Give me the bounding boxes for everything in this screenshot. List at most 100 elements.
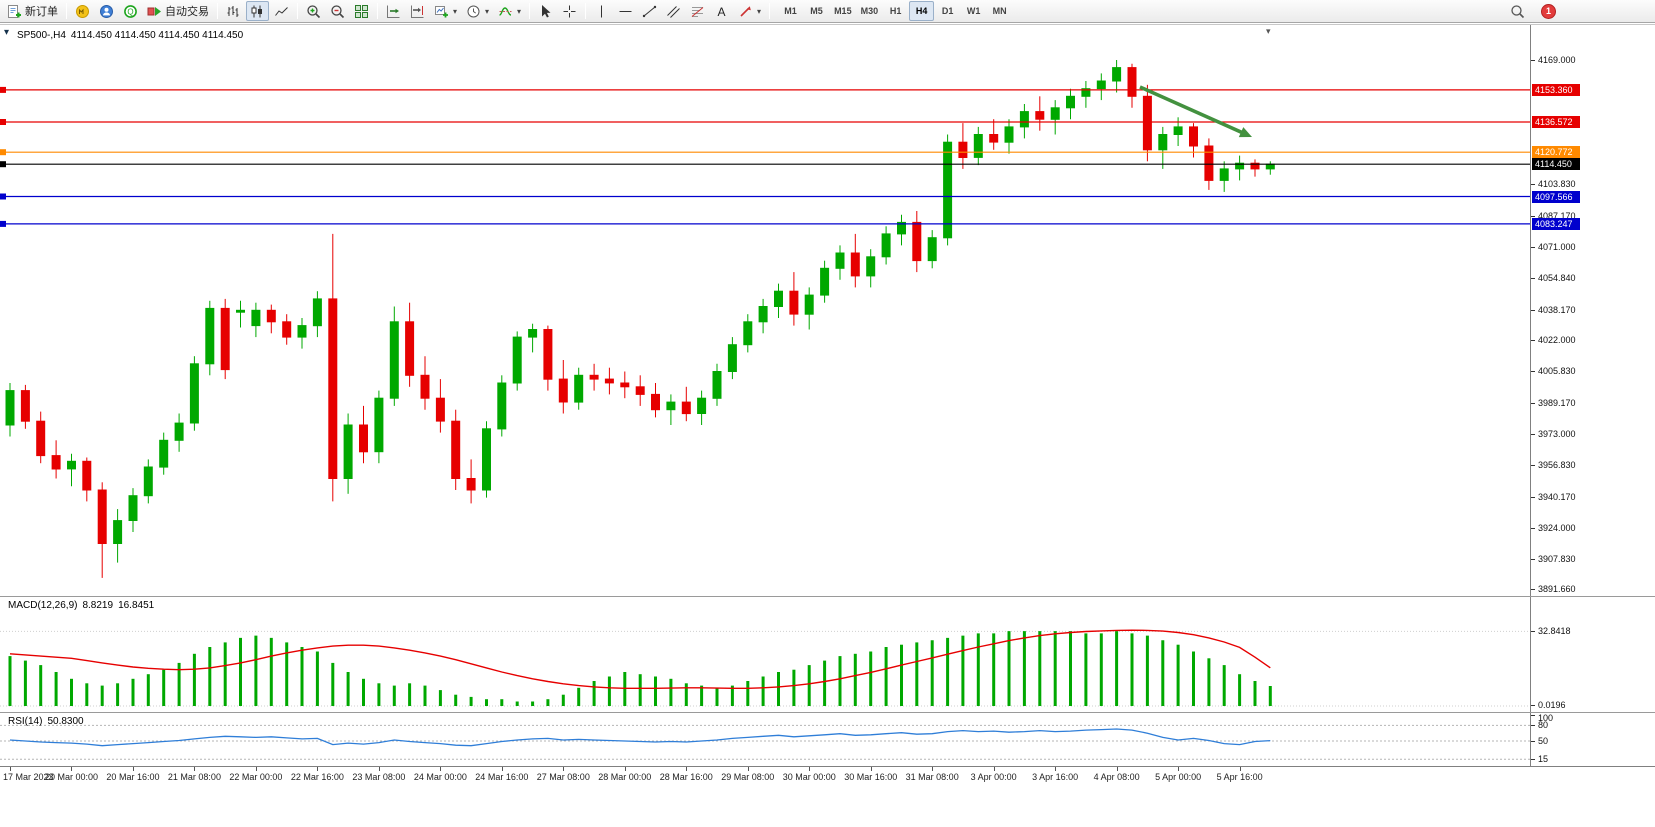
new-order-button[interactable]: 新订单 — [3, 1, 62, 21]
candlestick-chart-button[interactable] — [246, 1, 269, 21]
rsi-axis-inner: 100 80 50 15 — [1531, 713, 1655, 766]
macd-svg[interactable] — [0, 597, 1530, 712]
dropdown-caret-icon: ▾ — [453, 6, 458, 16]
zoom-in-button[interactable] — [302, 1, 325, 21]
one-click-trading-toggle[interactable]: ▾ — [4, 27, 10, 38]
crosshair-icon — [563, 5, 576, 17]
candle — [589, 374, 599, 380]
notifications-button[interactable]: 1 — [1537, 1, 1560, 21]
clock-icon — [467, 5, 480, 17]
zoom-out-button[interactable] — [326, 1, 349, 21]
chart-shift-button[interactable] — [406, 1, 429, 21]
candle — [528, 329, 538, 338]
candle — [1050, 107, 1060, 120]
price-tick-mark — [1531, 434, 1535, 436]
horizontal-line-icon — [619, 10, 632, 12]
trendline-button[interactable] — [638, 1, 661, 21]
line-anchor — [0, 220, 6, 227]
notification-badge: 1 — [1541, 3, 1556, 19]
metaquotes-icon: Q — [124, 4, 137, 18]
annotation-arrow — [1139, 85, 1245, 135]
new-chart-button[interactable]: ▾ — [430, 1, 461, 21]
timeframe-button-m1[interactable]: M1 — [778, 1, 803, 21]
price-tick-mark — [1531, 527, 1535, 529]
channel-button[interactable] — [662, 1, 685, 21]
time-axis[interactable]: 17 Mar 2023 20 Mar 00:00 20 Mar 16:00 21 Ma… — [0, 766, 1655, 788]
macd-panel[interactable]: MACD(12,26,9) 8.8219 16.8451 32.8418 0.0196 — [0, 596, 1655, 712]
new-order-label: 新订单 — [25, 6, 58, 18]
candle — [1081, 88, 1091, 97]
line-chart-button[interactable] — [270, 1, 293, 21]
price-line-badge: 4097.566 — [1532, 190, 1580, 203]
vertical-line-button[interactable] — [590, 1, 613, 21]
user-community-button[interactable] — [95, 1, 118, 21]
timeframe-button-mn[interactable]: MN — [987, 1, 1012, 21]
horizontal-line-button[interactable] — [614, 1, 637, 21]
candle — [1004, 126, 1014, 143]
mql5-community-button[interactable] — [71, 1, 94, 21]
rsi-name: RSI(14) — [8, 716, 43, 727]
candle — [374, 397, 384, 453]
auto-trading-label: 自动交易 — [165, 6, 209, 18]
timeframe-button-w1[interactable]: W1 — [961, 1, 986, 21]
candle — [943, 141, 953, 239]
candle — [67, 460, 76, 470]
crosshair-button[interactable] — [558, 1, 581, 21]
timeframe-button-h4[interactable]: H4 — [909, 1, 935, 21]
timeframe-button-m5[interactable]: M5 — [804, 1, 829, 21]
line-anchor — [0, 119, 6, 125]
candle — [758, 306, 768, 323]
candle — [789, 290, 799, 315]
candle — [743, 321, 753, 346]
price-line-badge: 4136.572 — [1532, 115, 1580, 128]
time-tick-mark — [10, 767, 11, 771]
candles-svg[interactable] — [0, 25, 1530, 597]
time-axis-label: 27 Mar 08:00 — [536, 772, 590, 782]
candle — [420, 374, 430, 399]
candle — [328, 298, 338, 479]
candle — [405, 321, 415, 376]
chart-ohlc-values: 4114.450 4114.450 4114.450 4114.450 — [70, 30, 244, 41]
macd-axis[interactable]: 32.8418 0.0196 — [1530, 597, 1655, 712]
price-axis[interactable]: 4169.000 4103.830 4087.170 4071.000 4054.840… — [1530, 25, 1655, 596]
periods-button[interactable]: ▾ — [462, 1, 493, 21]
candle — [727, 344, 737, 373]
arrows-tool-button[interactable]: ▾ — [734, 1, 765, 21]
tile-windows-button[interactable] — [350, 1, 373, 21]
new-order-icon — [8, 4, 21, 18]
rsi-svg[interactable] — [0, 713, 1530, 766]
time-tick-mark — [1239, 767, 1241, 771]
time-tick-mark — [870, 767, 872, 771]
rsi-tick-label: 100 — [1538, 713, 1554, 723]
metaquotes-button[interactable]: Q — [119, 1, 142, 21]
cursor-button[interactable] — [534, 1, 557, 21]
text-tool-button[interactable]: A — [710, 1, 733, 21]
price-chart-panel[interactable]: ▾ SP500-,H4 4114.450 4114.450 4114.450 41… — [0, 24, 1655, 596]
candle — [297, 325, 307, 338]
search-icon — [1511, 4, 1525, 18]
candle — [1204, 145, 1214, 181]
candlestick-icon — [251, 5, 262, 17]
toolbar-separator — [297, 3, 298, 19]
candle — [1250, 162, 1260, 170]
fibonacci-button[interactable] — [686, 1, 709, 21]
timeframe-button-h1[interactable]: H1 — [883, 1, 908, 21]
candle — [1096, 80, 1106, 90]
price-tick-mark — [1531, 246, 1535, 248]
candle — [866, 256, 876, 277]
search-button[interactable] — [1506, 1, 1529, 21]
indicators-button[interactable]: ▾ — [494, 1, 525, 21]
candle — [512, 336, 522, 384]
timeframe-button-m15[interactable]: M15 — [830, 1, 856, 21]
timeframe-button-d1[interactable]: D1 — [935, 1, 960, 21]
candle — [97, 489, 107, 544]
auto-scroll-button[interactable] — [382, 1, 405, 21]
timeframe-button-m30[interactable]: M30 — [857, 1, 883, 21]
auto-trading-button[interactable]: 自动交易 — [143, 1, 213, 21]
rsi-panel[interactable]: RSI(14) 50.8300 100 80 50 15 — [0, 712, 1655, 766]
bar-chart-button[interactable] — [222, 1, 245, 21]
time-axis-label: 20 Mar 00:00 — [44, 772, 98, 782]
rsi-axis[interactable]: 100 80 50 15 — [1530, 713, 1655, 766]
candle — [389, 321, 399, 399]
